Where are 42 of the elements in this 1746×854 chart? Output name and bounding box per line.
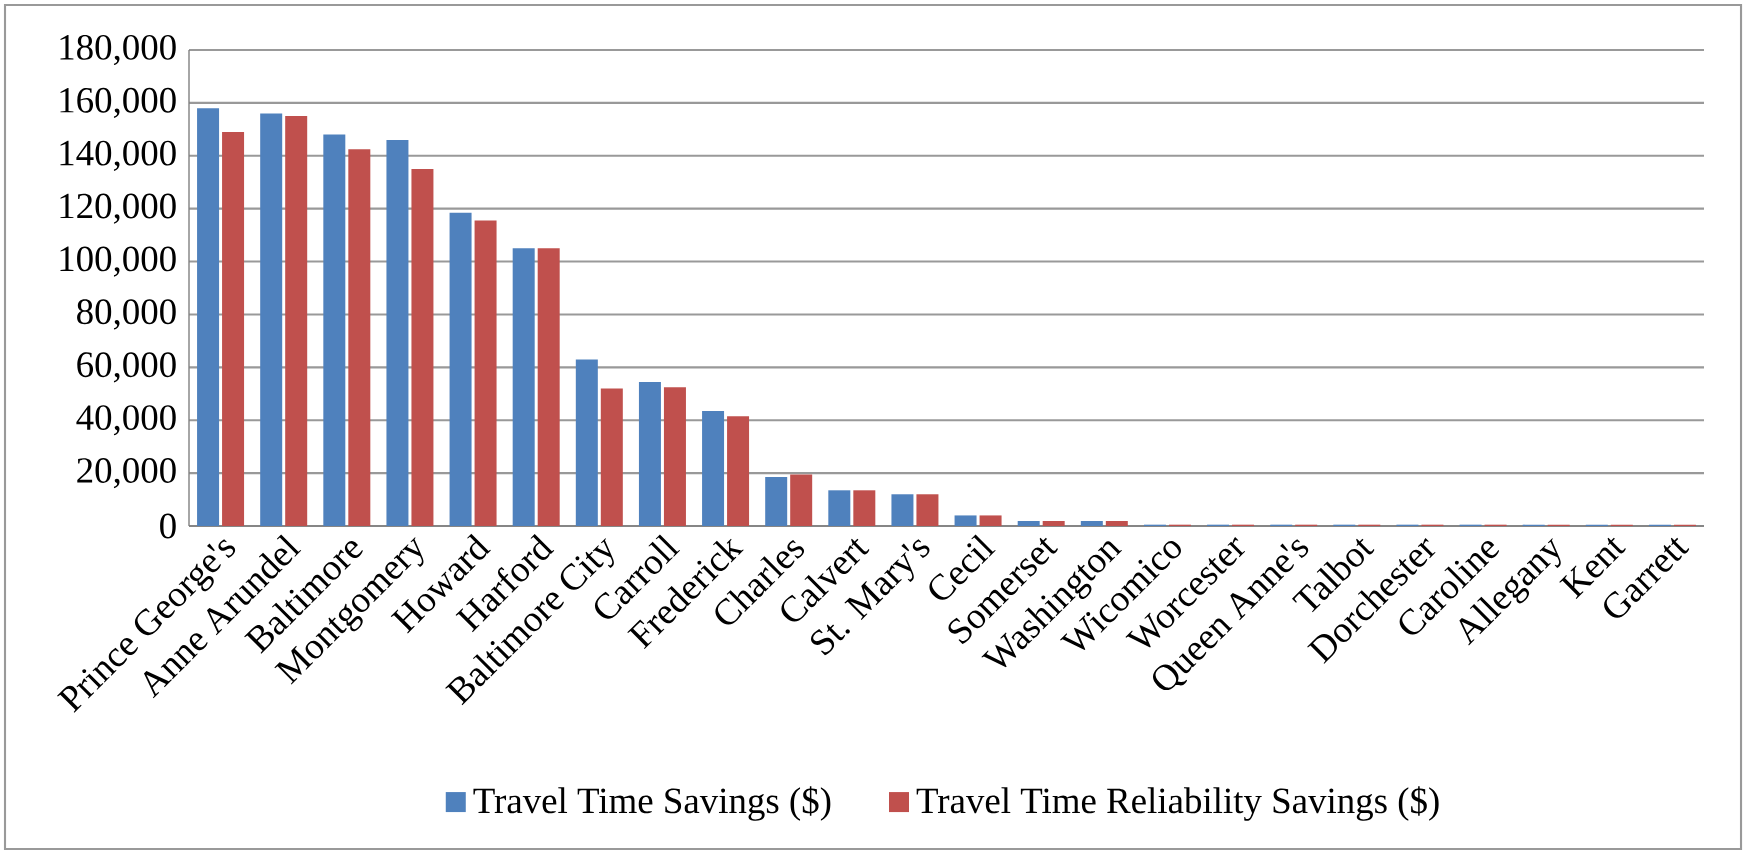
bar [411, 169, 434, 526]
y-tick-label: 140,000 [60, 140, 176, 171]
bar [537, 248, 560, 526]
bar [222, 131, 245, 526]
y-tick-label: 80,000 [77, 299, 176, 330]
bar [1017, 520, 1040, 526]
bar [727, 416, 750, 526]
y-tick-label: 0 [160, 513, 176, 539]
bar [891, 494, 914, 526]
y-tick-label: 20,000 [77, 458, 176, 489]
bar [979, 515, 1002, 526]
bar [702, 410, 725, 526]
bar [474, 220, 497, 526]
legend-label: Travel Time Savings ($) [473, 786, 831, 821]
bar [449, 212, 472, 526]
bar [853, 490, 876, 526]
bar [828, 490, 851, 526]
legend-label: Travel Time Reliability Savings ($) [916, 786, 1439, 821]
bar [386, 139, 409, 526]
y-tick-label: 40,000 [76, 405, 176, 436]
y-tick-label: 100,000 [60, 246, 176, 277]
bar [600, 388, 623, 526]
bar [790, 474, 813, 526]
bar [1080, 520, 1103, 526]
bar [197, 108, 220, 526]
bar [1105, 520, 1128, 526]
bar [348, 149, 371, 526]
bar [512, 248, 535, 526]
bar [285, 116, 308, 526]
y-tick-label: 180,000 [60, 34, 176, 66]
bar [916, 494, 939, 526]
y-tick-label: 60,000 [77, 352, 176, 383]
bar [765, 477, 788, 526]
bar [260, 113, 283, 526]
bar [323, 134, 346, 526]
bar [575, 359, 598, 526]
bar [954, 515, 977, 526]
bar [1042, 520, 1065, 526]
bar [663, 387, 686, 526]
bar [638, 381, 661, 526]
y-tick-label: 120,000 [60, 193, 176, 224]
y-tick-label: 160,000 [60, 87, 176, 118]
